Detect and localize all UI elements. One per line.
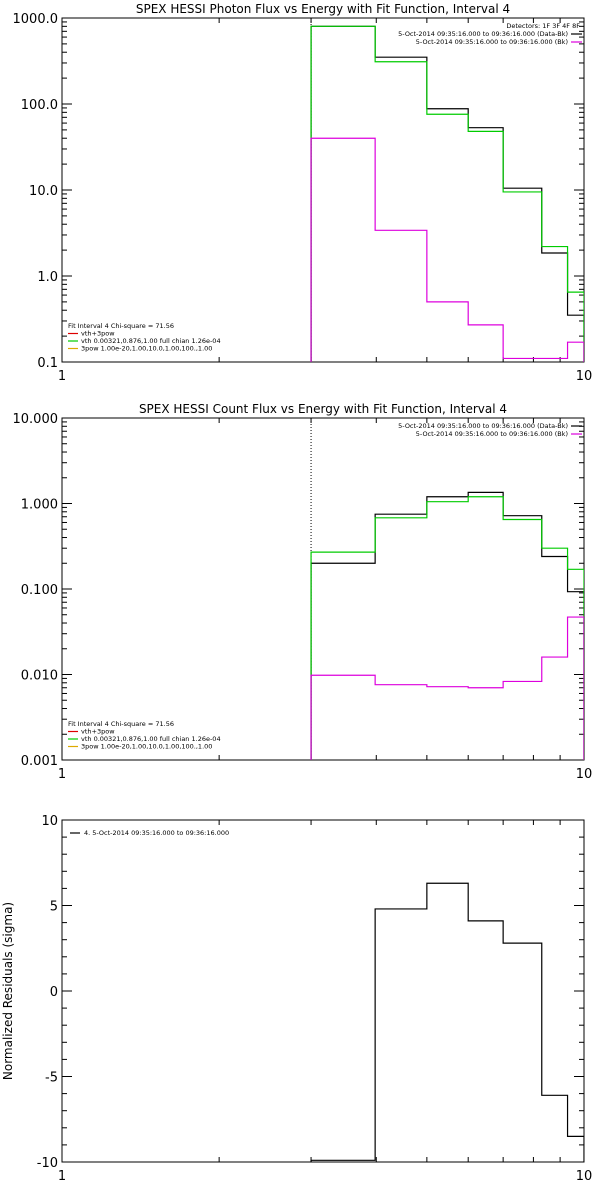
series-group bbox=[310, 491, 584, 760]
legend-entry: vth 0.00321,0.876,1.00 full chian 1.26e-… bbox=[81, 735, 221, 743]
legend-entry: 3pow 1.00e-20,1.00,10.0,1.00,100.,1.00 bbox=[81, 743, 212, 751]
series-line-bk bbox=[310, 137, 584, 362]
y-tick-label: 1.0 bbox=[37, 270, 58, 285]
legend-header: Detectors: 1F 3F 4F 8F bbox=[506, 22, 580, 30]
y-tick-label: 1000.0 bbox=[13, 12, 59, 27]
y-tick-label: -5 bbox=[45, 1071, 58, 1086]
y-tick-label: 1.000 bbox=[21, 498, 58, 513]
legend-entry: 4. 5-Oct-2014 09:35:16.000 to 09:36:16.0… bbox=[84, 829, 229, 837]
legend-entry: 5-Oct-2014 09:35:16.000 to 09:36:16.000 … bbox=[416, 38, 568, 46]
x-tick-label: 10 bbox=[576, 369, 593, 384]
series-group bbox=[310, 882, 584, 1162]
x-tick-label: 10 bbox=[576, 1169, 593, 1184]
y-tick-label: 10.0 bbox=[29, 184, 58, 199]
y-tick-label: 10 bbox=[41, 814, 58, 829]
chart-title: SPEX HESSI Photon Flux vs Energy with Fi… bbox=[136, 2, 510, 16]
legend-entry: 5-Oct-2014 09:35:16.000 to 09:36:16.000 … bbox=[398, 30, 568, 38]
legend-entry: vth 0.00321,0.876,1.00 full chian 1.26e-… bbox=[81, 337, 221, 345]
fit-info-header: Fit Interval 4 Chi-square = 71.56 bbox=[68, 322, 174, 330]
chart-title: SPEX HESSI Count Flux vs Energy with Fit… bbox=[139, 402, 507, 416]
legend-entry: vth+3pow bbox=[81, 330, 115, 338]
x-tick-label: 1 bbox=[58, 369, 66, 384]
count-flux-panel: 1 10 0.001 0.010 0.100 1.000 10.000 SPEX HESSI … bbox=[13, 402, 593, 782]
y-tick-label: 0.001 bbox=[21, 754, 58, 769]
x-tick-label: 1 bbox=[58, 767, 66, 782]
y-tick-label: 0.1 bbox=[37, 356, 58, 371]
y-tick-label: 0.100 bbox=[21, 583, 58, 598]
legend-entry: 5-Oct-2014 09:35:16.000 to 09:36:16.000 … bbox=[398, 422, 568, 430]
fit-info-header: Fit Interval 4 Chi-square = 71.56 bbox=[68, 720, 174, 728]
y-tick-label: 0.010 bbox=[21, 669, 58, 684]
legend-entry: vth+3pow bbox=[81, 728, 115, 736]
x-tick-label: 1 bbox=[58, 1169, 66, 1184]
x-tick-label: 10 bbox=[576, 767, 593, 782]
y-tick-label: -10 bbox=[37, 1156, 58, 1171]
y-tick-label: 5 bbox=[50, 900, 58, 915]
photon-flux-panel: 1 10 0.1 1.0 10.0 100.0 1000.0 SPEX HESSI Photo… bbox=[13, 2, 593, 384]
y-axis-label: Normalized Residuals (sigma) bbox=[1, 902, 15, 1080]
y-tick-label: 100.0 bbox=[21, 98, 58, 113]
series-group bbox=[310, 25, 584, 362]
legend-entry: 5-Oct-2014 09:35:16.000 to 09:36:16.000 … bbox=[416, 430, 568, 438]
legend-entry: 3pow 1.00e-20,1.00,10.0,1.00,100.,1.00 bbox=[81, 345, 212, 353]
residuals-panel: 1 10 -10 -5 0 5 10 Normalized Residuals (sigma)… bbox=[1, 814, 593, 1184]
y-tick-label: 0 bbox=[50, 985, 58, 1000]
y-tick-label: 10.000 bbox=[13, 412, 59, 427]
